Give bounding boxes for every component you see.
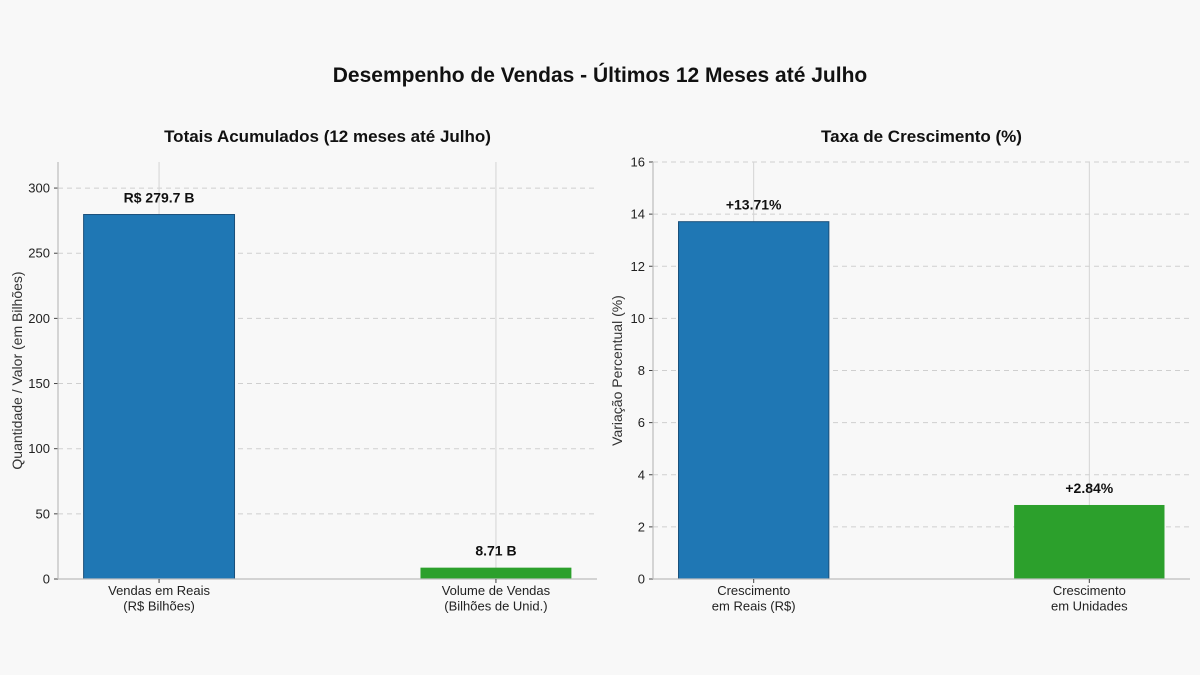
y-tick-label: 100 <box>28 441 50 456</box>
y-tick-label: 4 <box>638 467 645 482</box>
x-category-label: em Unidades <box>1051 599 1128 614</box>
y-tick-label: 8 <box>638 363 645 378</box>
y-tick-label: 2 <box>638 519 645 534</box>
bar <box>420 567 572 579</box>
data-label: R$ 279.7 B <box>124 190 195 206</box>
y-tick-label: 0 <box>638 572 645 587</box>
x-category-label: Crescimento <box>717 583 790 598</box>
y-axis-title: Quantidade / Valor (em Bilhões) <box>9 271 25 469</box>
x-category-label: em Reais (R$) <box>712 599 796 614</box>
y-axis-title: Variação Percentual (%) <box>609 295 625 446</box>
data-label: +13.71% <box>726 197 782 213</box>
bar <box>678 221 830 580</box>
bar <box>1014 504 1165 579</box>
panel-title: Totais Acumulados (12 meses até Julho) <box>164 127 491 146</box>
y-tick-label: 300 <box>28 181 50 196</box>
y-tick-label: 200 <box>28 311 50 326</box>
y-tick-label: 16 <box>631 155 645 170</box>
y-tick-label: 12 <box>631 259 645 274</box>
x-category-label: (Bilhões de Unid.) <box>444 599 547 614</box>
panel-title: Taxa de Crescimento (%) <box>821 127 1022 146</box>
data-label: +2.84% <box>1065 480 1113 496</box>
x-category-label: Crescimento <box>1053 583 1126 598</box>
panel-totais-acumulados: Totais Acumulados (12 meses até Julho) 0 5… <box>9 127 597 614</box>
y-tick-label: 14 <box>631 207 645 222</box>
figure-title: Desempenho de Vendas - Últimos 12 Meses … <box>333 63 868 87</box>
y-tick-label: 250 <box>28 246 50 261</box>
y-tick-label: 10 <box>631 311 645 326</box>
y-tick-label: 6 <box>638 415 645 430</box>
x-category-label: Vendas em Reais <box>108 583 210 598</box>
panel-taxa-de-crescimento: Taxa de Crescimento (%) 0 2 4 6 8 10 12 14 16 +13.… <box>609 127 1190 614</box>
bar <box>83 214 236 580</box>
x-category-label: Volume de Vendas <box>442 583 551 598</box>
y-tick-label: 150 <box>28 376 50 391</box>
y-tick-label: 50 <box>36 506 50 521</box>
x-category-label: (R$ Bilhões) <box>123 599 195 614</box>
data-label: 8.71 B <box>475 543 516 559</box>
y-tick-label: 0 <box>43 572 50 587</box>
